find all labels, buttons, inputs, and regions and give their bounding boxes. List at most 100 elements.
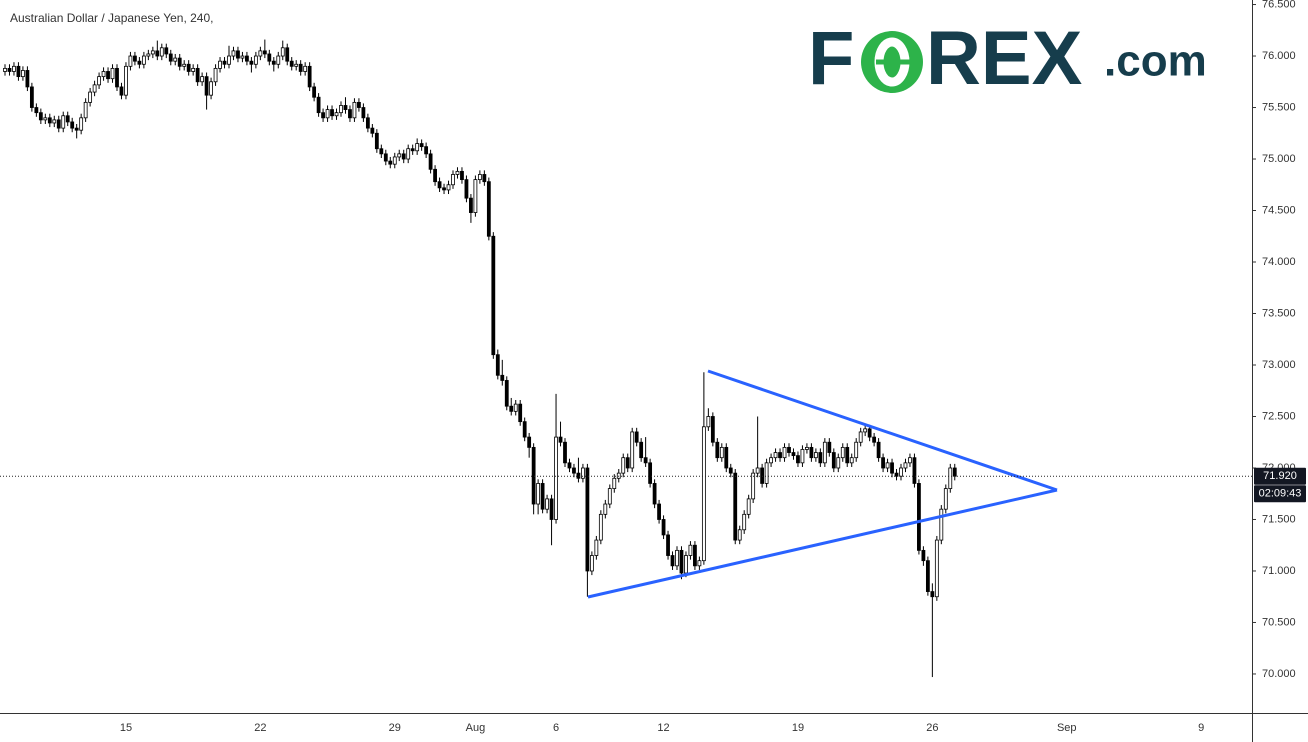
candle-body (598, 513, 603, 541)
candle-body (401, 153, 406, 160)
candle-body (903, 462, 908, 469)
candle-body (65, 115, 70, 123)
candle-body (751, 472, 756, 500)
candle-body (47, 117, 52, 124)
candle-body (925, 560, 930, 592)
candle-body (688, 544, 693, 556)
x-tick-label: Aug (466, 722, 486, 734)
y-tick-label: 70.000 (1262, 668, 1296, 680)
candle-body (222, 60, 227, 65)
candle-body (150, 50, 155, 55)
candle-body (755, 467, 760, 474)
candle-body (809, 446, 814, 459)
candle-body (585, 467, 590, 572)
candle-body (728, 467, 733, 474)
candle-body (746, 498, 751, 515)
candle-body (876, 441, 881, 459)
candle-body (791, 452, 796, 457)
candle-body (451, 174, 455, 186)
candle-body (701, 426, 706, 562)
candle-body (894, 472, 899, 477)
candle-body (410, 148, 415, 152)
candle-body (460, 170, 464, 181)
candle-body (289, 60, 294, 67)
candle-body (186, 63, 191, 72)
candle-body (231, 50, 236, 57)
y-tick-label: 71.000 (1262, 565, 1296, 577)
x-tick-label: 26 (926, 722, 938, 734)
logo-text: REX (926, 16, 1083, 101)
x-tick-label: 12 (657, 722, 669, 734)
candle-body (258, 50, 263, 57)
x-tick-label: 22 (254, 722, 266, 734)
candle-body (236, 50, 240, 59)
candle-body (164, 47, 169, 55)
candle-body (437, 181, 442, 189)
candle-body (473, 179, 478, 213)
candle-body (513, 403, 518, 412)
candle-body (675, 549, 679, 567)
candle-body (504, 380, 509, 407)
candle-body (276, 55, 281, 65)
candle-body (159, 47, 164, 57)
candle-body (43, 117, 48, 121)
candle-body (442, 187, 446, 191)
candle-body (522, 421, 527, 438)
y-tick-label: 71.500 (1262, 513, 1296, 525)
candle-body (890, 462, 894, 474)
candle-body (912, 457, 917, 484)
candle-body (782, 446, 787, 459)
candle-body (383, 153, 388, 162)
candle-body (339, 105, 343, 114)
candle-body (661, 519, 666, 536)
candle-body (388, 160, 393, 165)
candle-body (836, 457, 841, 469)
candle-body (83, 101, 88, 119)
candle-body (948, 467, 953, 489)
candle-body (908, 457, 912, 464)
candle-body (70, 121, 75, 129)
candle-body (128, 55, 133, 67)
y-tick-label: 74.000 (1262, 256, 1296, 268)
trendline (587, 488, 1058, 599)
candle-body (406, 148, 411, 160)
trendline (707, 369, 1058, 492)
candle-body (280, 47, 285, 57)
candle-body (115, 67, 119, 88)
candle-body (495, 354, 500, 376)
candle-body (374, 132, 379, 150)
candle-body (469, 197, 473, 213)
candle-body (303, 65, 308, 72)
candle-body (204, 76, 209, 96)
candle-body (612, 477, 617, 489)
candle-body (133, 55, 137, 62)
candle-body (581, 467, 585, 479)
last-price-tag (1254, 467, 1306, 485)
x-tick-label: Sep (1057, 722, 1077, 734)
candle-body (428, 153, 433, 170)
y-tick-label: 76.500 (1262, 0, 1296, 10)
candle-body (209, 81, 213, 96)
candle-body (213, 67, 218, 83)
candle-body (298, 63, 303, 72)
candle-body (52, 119, 57, 124)
candle-body (307, 65, 312, 88)
candle-body (827, 441, 832, 453)
candle-body (38, 112, 43, 121)
y-tick-label: 72.500 (1262, 410, 1296, 422)
candle-body (567, 462, 572, 469)
candle-body (334, 112, 339, 117)
candle-body (558, 436, 563, 443)
candle-body (173, 57, 178, 62)
candle-body (124, 65, 128, 96)
candle-body (589, 555, 594, 572)
candle-body (97, 76, 101, 86)
candle-body (666, 534, 670, 556)
candle-body (572, 467, 576, 474)
candle-body (392, 156, 397, 165)
candle-body (603, 503, 608, 515)
candle-body (227, 55, 231, 65)
candle-body (397, 153, 402, 158)
